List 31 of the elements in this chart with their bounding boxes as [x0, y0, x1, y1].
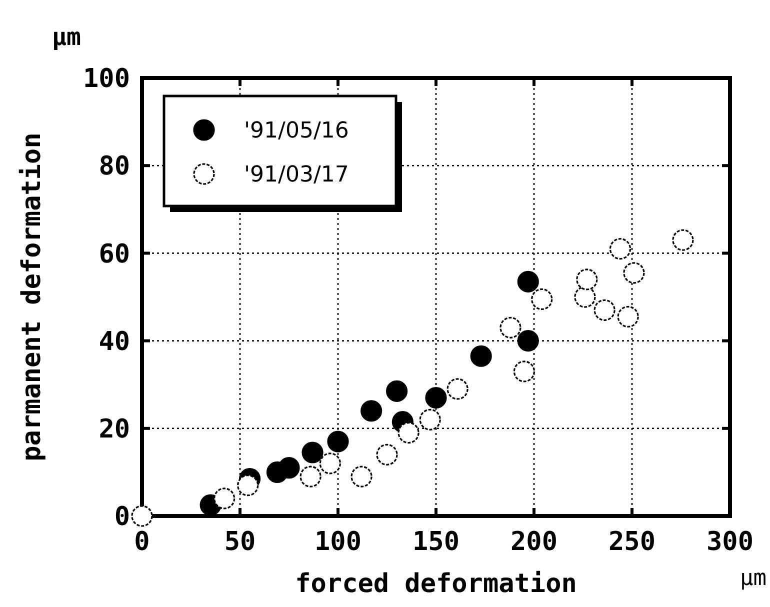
point — [237, 474, 259, 496]
point — [302, 442, 324, 464]
legend-label: '91/03/17 — [244, 162, 349, 188]
y-tick-label: 20 — [98, 414, 130, 444]
legend-label: '91/05/16 — [244, 118, 349, 144]
point — [278, 457, 300, 479]
x-tick-label: 0 — [134, 527, 150, 557]
y-tick-label: 100 — [83, 64, 130, 94]
y-tick-label: 60 — [98, 239, 130, 270]
y-tick-label: 0 — [114, 502, 130, 532]
y-axis-title: parmanent deformation — [17, 132, 47, 462]
x-tick-label: 250 — [608, 527, 656, 557]
y-tick-label: 40 — [98, 326, 130, 357]
text: μm — [740, 566, 766, 591]
point — [327, 430, 349, 452]
x-tick-label: 200 — [510, 527, 558, 557]
point — [517, 330, 539, 352]
point — [517, 270, 539, 292]
y-tick-label: 80 — [98, 152, 130, 182]
point — [360, 400, 382, 422]
point — [470, 345, 492, 367]
point — [386, 380, 408, 402]
x-tick-label: 300 — [706, 527, 754, 557]
point — [398, 422, 420, 444]
x-axis-title: forced deformation — [295, 569, 577, 599]
x-tick-label: 100 — [314, 527, 362, 557]
point — [131, 505, 153, 527]
x-tick-label: 150 — [412, 527, 460, 557]
x-tick-label: 50 — [224, 527, 256, 557]
point — [425, 386, 447, 409]
text: μm — [52, 23, 81, 51]
